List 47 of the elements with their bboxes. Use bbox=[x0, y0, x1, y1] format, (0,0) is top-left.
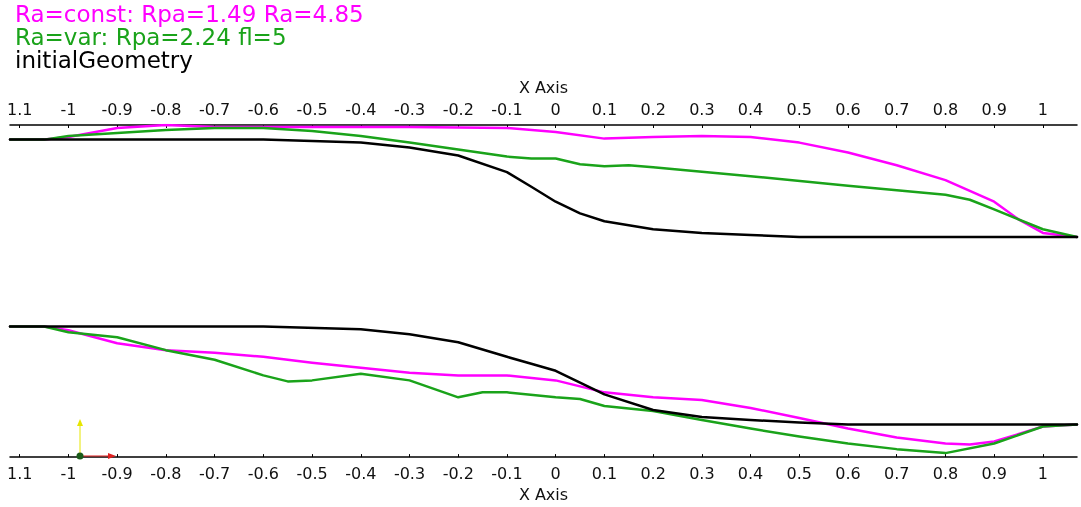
x-tick-label: -0.1 bbox=[491, 463, 523, 483]
x2-axis-title: X Axis bbox=[518, 77, 569, 97]
x-tick-label: 0.2 bbox=[640, 463, 666, 483]
x2-tick-label: 0 bbox=[550, 99, 561, 119]
x-tick-label: -0.6 bbox=[247, 463, 279, 483]
x-axis-title: X Axis bbox=[518, 484, 569, 504]
x2-tick-label: -0.2 bbox=[442, 99, 474, 119]
x2-tick-label: 0.1 bbox=[591, 99, 618, 119]
x-tick-label: 0.4 bbox=[737, 463, 764, 483]
x-tick-label: 0 bbox=[550, 463, 561, 483]
x2-tick-label: -0.8 bbox=[150, 99, 182, 119]
x2-tick-label: 0.9 bbox=[981, 99, 1007, 119]
x-tick-label: 0.6 bbox=[835, 463, 861, 483]
x2-tick-label: -0.5 bbox=[296, 99, 328, 119]
x-tick-label: 0.5 bbox=[786, 463, 813, 483]
x-tick-label: 0.7 bbox=[884, 463, 910, 483]
x2-tick-label: -0.4 bbox=[345, 99, 377, 119]
x-tick-label: 0.1 bbox=[591, 463, 618, 483]
x-tick-label: -0.7 bbox=[199, 463, 231, 483]
x2-tick-label: -0.3 bbox=[393, 99, 426, 119]
x2-tick-label: -1 bbox=[60, 99, 77, 119]
x-tick-label: -0.8 bbox=[150, 463, 182, 483]
x2-tick-label: 0.3 bbox=[689, 99, 715, 119]
x2-tick-label: 0.8 bbox=[932, 99, 959, 119]
x2-tick-label: -0.6 bbox=[247, 99, 279, 119]
x-tick-label: -0.2 bbox=[442, 463, 474, 483]
x-tick-label: -0.3 bbox=[393, 463, 426, 483]
x2-tick-label: 0.6 bbox=[835, 99, 861, 119]
x2-tick-label: 0.4 bbox=[737, 99, 764, 119]
x-tick-label: 0.8 bbox=[932, 463, 959, 483]
x2-tick-label: 0.2 bbox=[640, 99, 666, 119]
text: Ra=const: Rpa=1.49 Ra=4.85 bbox=[15, 0, 364, 27]
x-tick-label: 1 bbox=[1037, 463, 1048, 483]
x-tick-label: -0.9 bbox=[101, 463, 133, 483]
x-tick-label: 1.1 bbox=[7, 463, 33, 483]
x2-tick-label: -0.9 bbox=[101, 99, 133, 119]
x-tick-label: -0.5 bbox=[296, 463, 328, 483]
x-tick-label: -1 bbox=[60, 463, 77, 483]
x2-tick-label: -0.1 bbox=[491, 99, 523, 119]
x2-tick-label: 0.5 bbox=[786, 99, 813, 119]
x-tick-label: -0.4 bbox=[345, 463, 377, 483]
x2-tick-label: 1 bbox=[1037, 99, 1048, 119]
x-tick-label: 0.3 bbox=[689, 463, 715, 483]
x2-tick-label: 0.7 bbox=[884, 99, 910, 119]
x2-tick-label: 1.1 bbox=[7, 99, 33, 119]
x-tick-label: 0.9 bbox=[981, 463, 1007, 483]
x2-tick-label: -0.7 bbox=[199, 99, 231, 119]
